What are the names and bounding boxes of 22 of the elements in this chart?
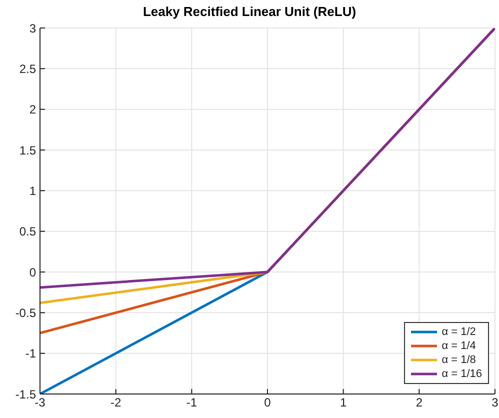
x-tick-label: -3: [34, 396, 46, 410]
y-tick-label: 2: [29, 102, 36, 117]
x-tick-label: 0: [264, 396, 272, 410]
x-tick-label: 2: [416, 396, 423, 410]
y-tick-label: 3: [29, 21, 36, 36]
legend-label: α = 1/4: [442, 339, 476, 353]
y-tick-label: -1.5: [15, 387, 36, 402]
chart-title: Leaky Recitfied Linear Unit (ReLU): [142, 4, 358, 19]
legend-label: α = 1/8: [442, 353, 476, 367]
y-tick-label: -1: [25, 346, 36, 361]
y-tick-label: 2.5: [19, 62, 36, 76]
y-tick-label: 0: [29, 265, 36, 280]
y-tick-label: 1: [29, 184, 36, 198]
x-tick-label: 1: [340, 396, 347, 410]
y-tick-label: 1.5: [19, 143, 36, 158]
x-tick-label: -1: [186, 396, 198, 410]
legend-label: α = 1/16: [442, 367, 482, 381]
x-tick-label: 3: [492, 396, 499, 410]
x-tick-label: -2: [110, 396, 122, 410]
legend-label: α = 1/2: [442, 325, 476, 339]
y-tick-label: 0.5: [19, 224, 36, 239]
y-tick-label: -0.5: [15, 306, 36, 320]
